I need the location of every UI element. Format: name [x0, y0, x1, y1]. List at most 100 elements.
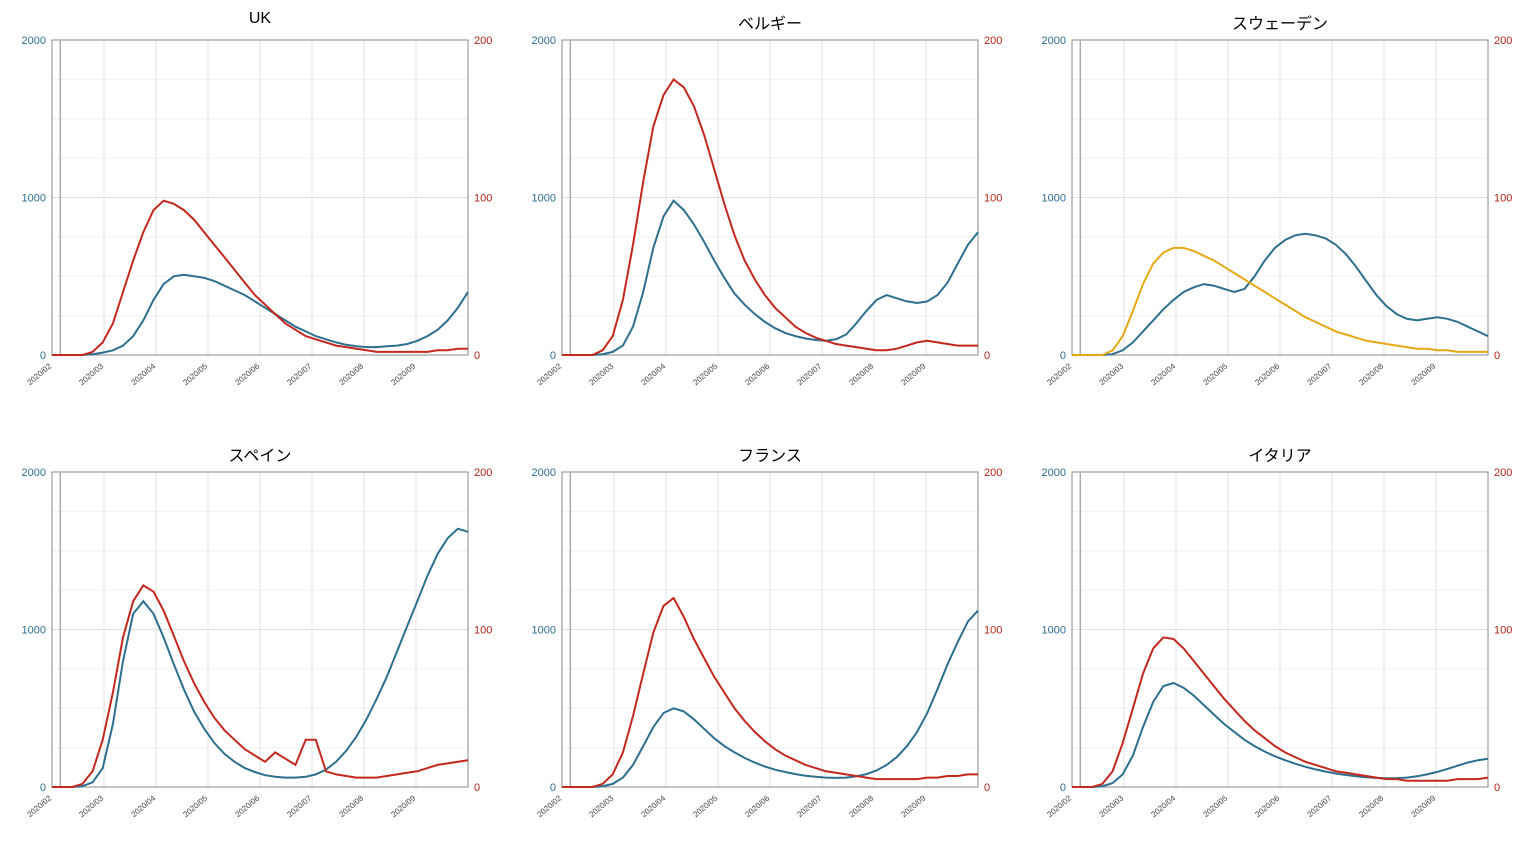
- x-tick-label: 2020/06: [1253, 361, 1281, 387]
- x-tick-label: 2020/02: [535, 793, 563, 819]
- y-left-tick-label: 1000: [532, 624, 556, 636]
- chart-title: フランス: [520, 442, 1020, 466]
- x-tick-label: 2020/08: [337, 793, 365, 819]
- y-left-tick-label: 1000: [1042, 624, 1066, 636]
- y-right-tick-label: 200: [984, 35, 1002, 47]
- y-right-tick-label: 100: [474, 624, 492, 636]
- y-right-tick-label: 200: [984, 467, 1002, 479]
- x-tick-label: 2020/04: [639, 361, 667, 387]
- x-tick-label: 2020/08: [847, 793, 875, 819]
- chart-panel: スウェーデン2020/022020/032020/042020/052020/0…: [1030, 10, 1530, 422]
- chart-title: スウェーデン: [1030, 10, 1530, 34]
- y-right-tick-label: 100: [1494, 193, 1512, 205]
- y-right-tick-label: 0: [1494, 350, 1500, 362]
- x-tick-label: 2020/03: [1097, 361, 1125, 387]
- chart-svg: 2020/02 2020/03 2020/04 2020/05 2020/06 2020/…: [1030, 10, 1530, 410]
- chart-svg: 2020/02 2020/03 2020/04 2020/05 2020/06 2020/…: [10, 10, 510, 410]
- x-tick-label: 2020/07: [1305, 793, 1333, 819]
- y-right-tick-label: 0: [474, 782, 480, 794]
- y-right-tick-label: 100: [474, 193, 492, 205]
- chart-panel: UK2020/022020/032020/042020/052020/06202…: [10, 10, 510, 422]
- y-left-tick-label: 1000: [22, 193, 46, 205]
- y-left-tick-label: 1000: [22, 624, 46, 636]
- y-left-tick-label: 0: [550, 782, 556, 794]
- y-left-tick-label: 0: [1060, 350, 1066, 362]
- x-tick-label: 2020/06: [233, 793, 261, 819]
- y-right-tick-label: 100: [984, 624, 1002, 636]
- x-tick-label: 2020/06: [743, 793, 771, 819]
- y-right-tick-label: 0: [984, 350, 990, 362]
- x-tick-label: 2020/06: [1253, 793, 1281, 819]
- chart-svg: 2020/02 2020/03 2020/04 2020/05 2020/06 2020/…: [520, 442, 1020, 842]
- chart-title: スペイン: [10, 442, 510, 466]
- y-left-tick-label: 0: [1060, 782, 1066, 794]
- chart-panel: フランス2020/022020/032020/042020/052020/062…: [520, 442, 1020, 854]
- x-tick-label: 2020/05: [1201, 793, 1229, 819]
- y-left-tick-label: 0: [40, 782, 46, 794]
- y-right-tick-label: 200: [1494, 467, 1512, 479]
- chart-title: ベルギー: [520, 10, 1020, 34]
- y-left-tick-label: 0: [40, 350, 46, 362]
- y-left-tick-label: 2000: [532, 467, 556, 479]
- y-right-tick-label: 200: [474, 35, 492, 47]
- x-tick-label: 2020/07: [795, 361, 823, 387]
- chart-panel: ベルギー2020/022020/032020/042020/052020/062…: [520, 10, 1020, 422]
- y-right-tick-label: 0: [1494, 782, 1500, 794]
- x-tick-label: 2020/03: [587, 361, 615, 387]
- x-tick-label: 2020/07: [285, 793, 313, 819]
- x-tick-label: 2020/05: [181, 793, 209, 819]
- x-tick-label: 2020/09: [389, 361, 417, 387]
- x-tick-label: 2020/04: [639, 793, 667, 819]
- x-tick-label: 2020/06: [233, 361, 261, 387]
- x-tick-label: 2020/04: [129, 361, 157, 387]
- x-tick-label: 2020/07: [1305, 361, 1333, 387]
- y-right-tick-label: 100: [1494, 624, 1512, 636]
- x-tick-label: 2020/09: [899, 793, 927, 819]
- x-tick-label: 2020/07: [795, 793, 823, 819]
- x-tick-label: 2020/08: [337, 361, 365, 387]
- x-tick-label: 2020/03: [1097, 793, 1125, 819]
- x-tick-label: 2020/08: [847, 361, 875, 387]
- x-tick-label: 2020/08: [1357, 793, 1385, 819]
- chart-panel: スペイン2020/022020/032020/042020/052020/062…: [10, 442, 510, 854]
- x-tick-label: 2020/06: [743, 361, 771, 387]
- x-tick-label: 2020/09: [899, 361, 927, 387]
- chart-svg: 2020/022020/032020/042020/052020/062020/…: [10, 442, 510, 842]
- y-left-tick-label: 2000: [1042, 467, 1066, 479]
- chart-svg: 2020/02 2020/03 2020/04 2020/05 2020/06 2020/…: [1030, 442, 1530, 842]
- x-tick-label: 2020/07: [285, 361, 313, 387]
- chart-svg: 2020/02 2020/03 2020/04 2020/05 2020/06 2020/…: [520, 10, 1020, 410]
- chart-title: イタリア: [1030, 442, 1530, 466]
- x-tick-label: 2020/04: [129, 793, 157, 819]
- y-left-tick-label: 2000: [1042, 35, 1066, 47]
- x-tick-label: 2020/03: [587, 793, 615, 819]
- y-right-tick-label: 0: [984, 782, 990, 794]
- y-right-tick-label: 200: [1494, 35, 1512, 47]
- x-tick-label: 2020/05: [1201, 361, 1229, 387]
- x-tick-label: 2020/02: [1045, 793, 1073, 819]
- chart-grid: UK2020/022020/032020/042020/052020/06202…: [0, 0, 1536, 863]
- x-tick-label: 2020/02: [1045, 361, 1073, 387]
- x-tick-label: 2020/09: [1409, 793, 1437, 819]
- y-left-tick-label: 2000: [22, 35, 46, 47]
- x-tick-label: 2020/02: [535, 361, 563, 387]
- y-left-tick-label: 0: [550, 350, 556, 362]
- x-tick-label: 2020/05: [691, 793, 719, 819]
- chart-title: UK: [10, 10, 510, 28]
- x-tick-label: 2020/02: [25, 361, 53, 387]
- y-right-tick-label: 100: [984, 193, 1002, 205]
- chart-panel: イタリア2020/022020/032020/042020/052020/062…: [1030, 442, 1530, 854]
- y-left-tick-label: 1000: [532, 193, 556, 205]
- y-right-tick-label: 200: [474, 467, 492, 479]
- x-tick-label: 2020/02: [25, 793, 53, 819]
- y-left-tick-label: 2000: [22, 467, 46, 479]
- x-tick-label: 2020/04: [1149, 793, 1177, 819]
- x-tick-label: 2020/09: [1409, 361, 1437, 387]
- x-tick-label: 2020/04: [1149, 361, 1177, 387]
- x-tick-label: 2020/05: [691, 361, 719, 387]
- x-tick-label: 2020/05: [181, 361, 209, 387]
- x-tick-label: 2020/08: [1357, 361, 1385, 387]
- y-left-tick-label: 1000: [1042, 193, 1066, 205]
- x-tick-label: 2020/03: [77, 361, 105, 387]
- y-left-tick-label: 2000: [532, 35, 556, 47]
